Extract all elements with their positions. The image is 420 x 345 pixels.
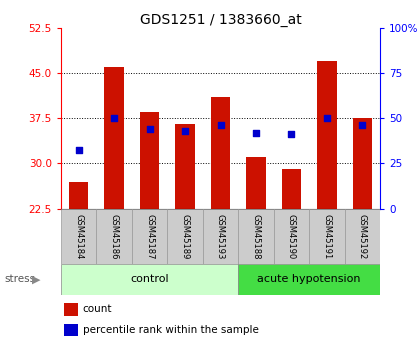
- Bar: [317, 61, 337, 209]
- Bar: [140, 112, 159, 209]
- Text: control: control: [130, 275, 169, 284]
- Text: GSM45191: GSM45191: [323, 214, 331, 259]
- FancyBboxPatch shape: [132, 209, 167, 264]
- Point: [146, 126, 153, 132]
- Point: [182, 128, 189, 134]
- Bar: [175, 124, 195, 209]
- Text: GSM45189: GSM45189: [181, 214, 189, 259]
- Text: ▶: ▶: [32, 275, 40, 284]
- Text: acute hypotension: acute hypotension: [257, 275, 361, 284]
- FancyBboxPatch shape: [203, 209, 238, 264]
- Bar: [246, 157, 266, 209]
- Text: GSM45192: GSM45192: [358, 214, 367, 259]
- Text: GSM45190: GSM45190: [287, 214, 296, 259]
- Bar: [64, 303, 79, 316]
- Text: GSM45186: GSM45186: [110, 214, 118, 259]
- Bar: [211, 97, 230, 209]
- Bar: [104, 67, 124, 209]
- Point: [252, 130, 259, 135]
- Point: [111, 115, 118, 121]
- Text: GSM45188: GSM45188: [252, 214, 260, 259]
- Text: GSM45193: GSM45193: [216, 214, 225, 259]
- FancyBboxPatch shape: [61, 264, 238, 295]
- FancyBboxPatch shape: [61, 209, 96, 264]
- Text: percentile rank within the sample: percentile rank within the sample: [83, 325, 258, 335]
- FancyBboxPatch shape: [238, 209, 274, 264]
- Point: [75, 147, 82, 152]
- Point: [359, 123, 366, 128]
- Title: GDS1251 / 1383660_at: GDS1251 / 1383660_at: [139, 12, 302, 27]
- FancyBboxPatch shape: [345, 209, 380, 264]
- Text: count: count: [83, 304, 112, 314]
- FancyBboxPatch shape: [96, 209, 132, 264]
- Text: stress: stress: [4, 275, 35, 284]
- Point: [288, 132, 295, 137]
- FancyBboxPatch shape: [274, 209, 309, 264]
- Point: [323, 115, 330, 121]
- Text: GSM45184: GSM45184: [74, 214, 83, 259]
- Point: [217, 123, 224, 128]
- Bar: [64, 324, 79, 336]
- Bar: [353, 118, 372, 209]
- Text: GSM45187: GSM45187: [145, 214, 154, 259]
- FancyBboxPatch shape: [238, 264, 380, 295]
- Bar: [282, 169, 301, 209]
- FancyBboxPatch shape: [309, 209, 345, 264]
- Bar: [69, 181, 88, 209]
- FancyBboxPatch shape: [167, 209, 203, 264]
